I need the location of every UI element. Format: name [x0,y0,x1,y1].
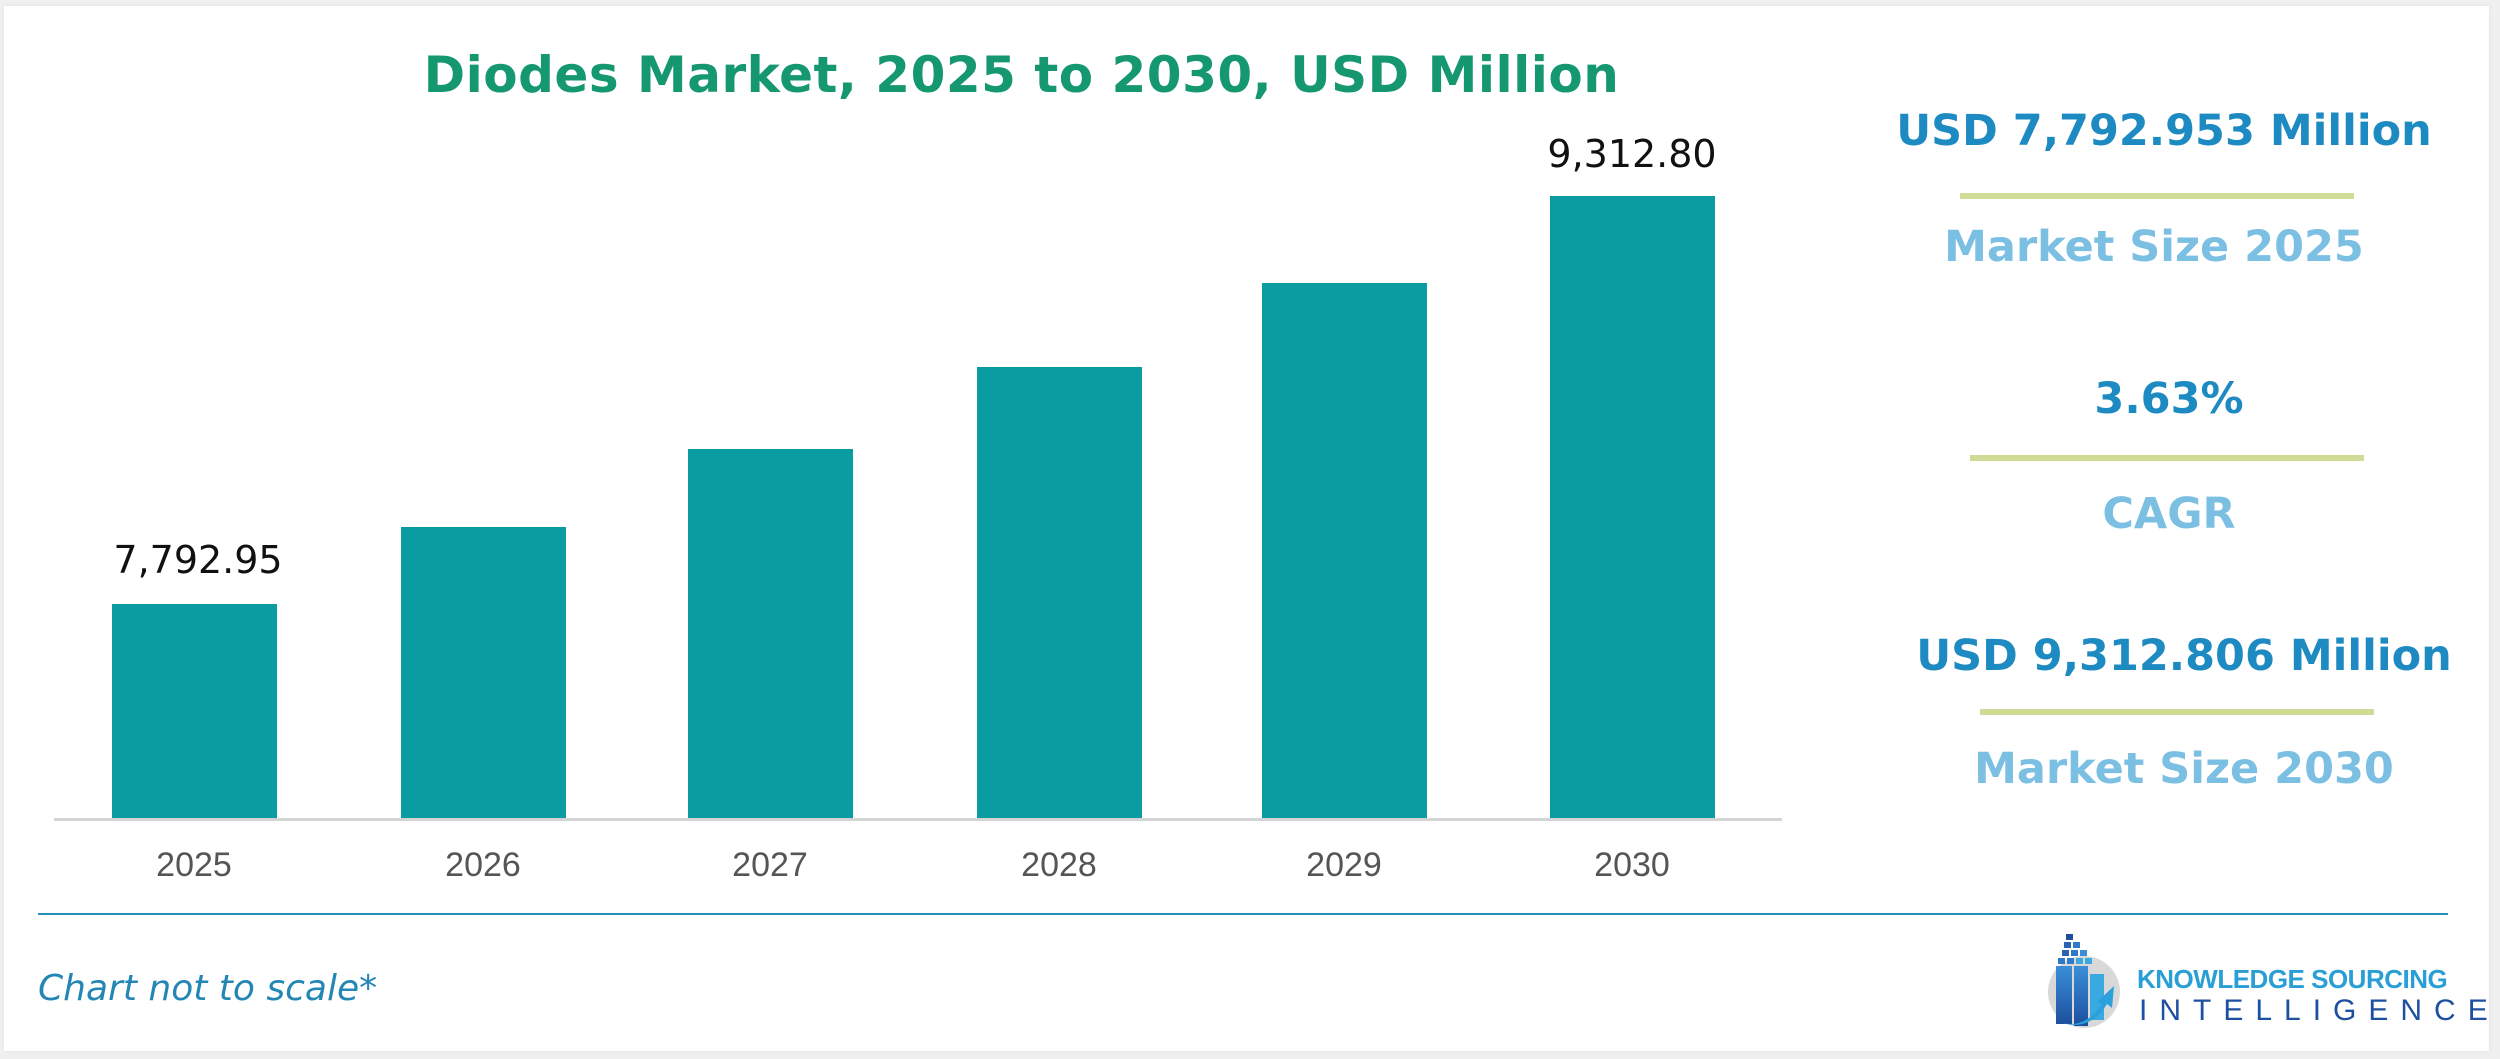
kpi-divider-2 [1970,455,2364,461]
infographic-card: Diodes Market, 2025 to 2030, USD Million… [4,6,2489,1051]
kpi-cagr: 3.63% [1859,374,2479,424]
bar-2026 [401,527,566,818]
bar-2027 [688,449,853,818]
x-tick-2025: 2025 [156,846,232,884]
x-tick-2029: 2029 [1306,846,1382,884]
logo-emblem-icon [2048,934,2120,1028]
bar-2029 [1262,283,1427,818]
kpi-market-2025-value: USD 7,792.953 Million [1896,106,2432,156]
kpi-market-2030-label: Market Size 2030 [1974,744,2394,794]
chart-title: Diodes Market, 2025 to 2030, USD Million [423,46,1620,104]
kpi-cagr-label: CAGR [2102,489,2236,539]
kpi-cagr-value: 3.63% [2094,374,2244,424]
footnote: Chart not to scale* [38,968,378,1009]
kpi-market-2030: USD 9,312.806 Million [1874,631,2494,681]
logo-text-line1: KNOWLEDGE SOURCING [2137,964,2448,994]
kpi-divider-3 [1980,709,2374,715]
bar-chart: 7,792.95 9,312.80 2025 2026 2027 2028 20… [4,6,1804,906]
logo-text-line2: INTELLIGENCE [2139,994,2500,1027]
x-tick-2026: 2026 [445,846,521,884]
x-tick-2027: 2027 [732,846,808,884]
kpi-market-2025: USD 7,792.953 Million [1854,106,2474,156]
bar-2025 [112,604,277,818]
bar-2028 [977,367,1142,818]
kpi-divider-1 [1960,193,2354,199]
kpi-market-2030-value: USD 9,312.806 Million [1916,631,2452,681]
data-label-2025: 7,792.95 [113,538,283,582]
x-tick-2030: 2030 [1594,846,1670,884]
data-label-2030: 9,312.80 [1547,132,1717,176]
bar-2030 [1550,196,1715,818]
footer-divider [38,913,2448,915]
company-logo: KNOWLEDGE SOURCING INTELLIGENCE [2042,924,2488,1034]
kpi-market-2025-label: Market Size 2025 [1944,222,2364,272]
x-tick-2028: 2028 [1021,846,1097,884]
x-axis-line [54,818,1782,821]
